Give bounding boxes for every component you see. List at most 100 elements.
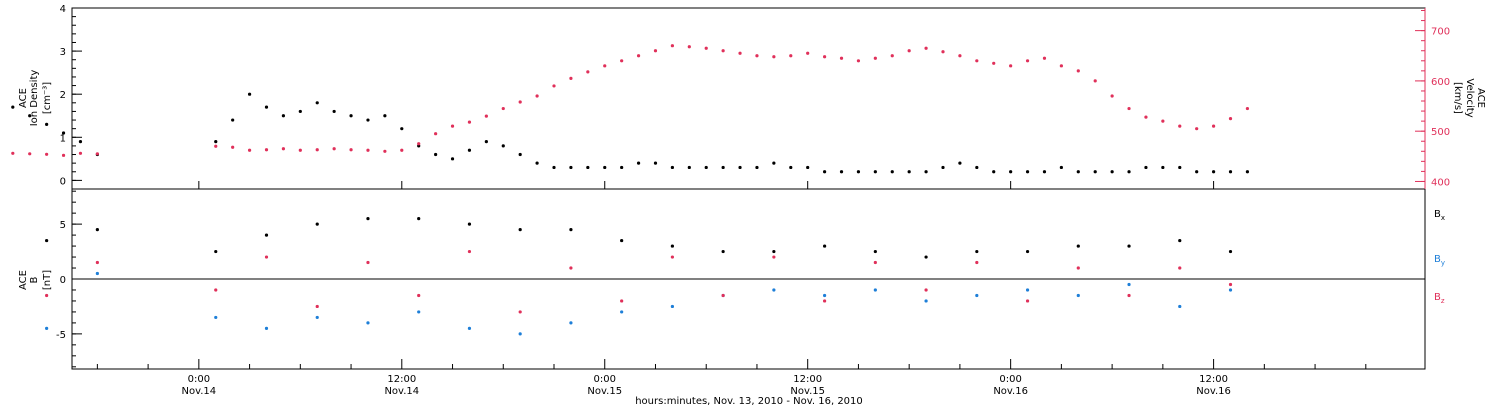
field-point-y: [569, 321, 573, 325]
field-tick-label: 0: [60, 275, 66, 286]
density-point: [332, 109, 336, 114]
legend-bz: Bz: [1434, 292, 1445, 305]
velocity-point: [806, 51, 810, 55]
density-point: [1144, 165, 1148, 170]
velocity-point: [1211, 124, 1216, 128]
velocity-point: [1245, 106, 1250, 111]
density-point: [247, 92, 252, 96]
velocity-point: [839, 56, 844, 60]
density-point: [789, 165, 793, 170]
field-axis-label-1: ACE: [18, 270, 29, 290]
density-point: [484, 139, 488, 144]
density-point: [349, 114, 353, 118]
velocity-point: [467, 120, 472, 124]
field-point-y: [214, 315, 218, 320]
velocity-point: [1059, 64, 1063, 68]
field-point-z: [264, 255, 269, 259]
field-point-z: [214, 288, 218, 292]
velocity-point: [11, 151, 15, 155]
density-point: [670, 165, 674, 170]
field-point-z: [772, 255, 776, 259]
field-point-z: [315, 304, 319, 309]
field-point-x: [873, 249, 877, 254]
field-point-x: [366, 217, 370, 221]
velocity-point: [78, 151, 83, 155]
velocity-point: [400, 148, 404, 152]
field-point-y: [95, 271, 99, 276]
field-point-x: [1076, 244, 1080, 248]
density-point: [281, 114, 286, 118]
field-point-x: [975, 249, 979, 254]
x-tick-day-label: Nov.16: [993, 386, 1028, 397]
field-tick-label: 5: [60, 220, 66, 231]
density-point: [704, 165, 708, 170]
field-point-x: [1178, 238, 1182, 243]
density-point: [839, 170, 844, 174]
field-point-z: [467, 249, 472, 254]
density-point: [298, 109, 302, 114]
velocity-axis-label-2: Velocity: [1464, 78, 1475, 117]
density-point: [1009, 170, 1013, 174]
x-tick-time-label: 0:00: [594, 374, 616, 385]
field-point-z: [569, 266, 573, 270]
field-point-x: [214, 249, 218, 254]
field-point-z: [924, 288, 928, 292]
velocity-tick-label: 700: [1431, 27, 1450, 38]
density-point: [772, 161, 776, 165]
field-point-x: [264, 233, 269, 237]
density-point: [806, 165, 810, 170]
points-layer: [11, 44, 1250, 336]
density-point: [518, 152, 522, 157]
velocity-point: [417, 142, 421, 146]
density-point: [61, 131, 66, 135]
density-point: [501, 144, 505, 148]
density-point: [434, 152, 438, 157]
field-point-z: [873, 260, 877, 265]
velocity-point: [1042, 56, 1047, 60]
velocity-point: [1228, 117, 1233, 121]
velocity-point: [1025, 59, 1030, 63]
field-point-x: [1228, 249, 1233, 254]
legend-bx-base: B: [1434, 209, 1441, 220]
field-point-x: [1025, 249, 1030, 254]
legend-bx-sub: x: [1441, 214, 1445, 222]
density-point: [975, 165, 979, 170]
velocity-point: [670, 44, 674, 48]
density-point: [1245, 170, 1250, 174]
velocity-tick-label: 500: [1431, 127, 1450, 138]
velocity-point: [95, 152, 99, 156]
field-point-z: [518, 310, 522, 314]
velocity-point: [704, 46, 708, 50]
field-point-z: [1178, 266, 1182, 270]
velocity-point: [789, 54, 793, 58]
density-point: [1211, 170, 1216, 174]
velocity-point: [687, 45, 691, 49]
velocity-tick-label: 400: [1431, 177, 1450, 188]
velocity-point: [434, 132, 438, 136]
velocity-point: [636, 54, 641, 58]
velocity-point: [823, 55, 827, 59]
density-point: [231, 118, 235, 122]
velocity-point: [1161, 119, 1165, 123]
field-point-z: [417, 293, 421, 298]
density-point: [11, 105, 15, 109]
legend-by-sub: y: [1441, 259, 1445, 267]
density-point: [823, 170, 827, 174]
field-point-y: [417, 310, 421, 314]
top-panel-frame: [71, 7, 1426, 190]
density-point: [315, 101, 319, 105]
density-point: [1042, 170, 1047, 174]
legend-by-base: B: [1434, 254, 1441, 265]
legend-bx: Bx: [1434, 209, 1445, 222]
density-point: [620, 165, 624, 170]
density-tick-label: 4: [60, 4, 66, 15]
density-point: [45, 122, 49, 126]
velocity-point: [873, 56, 877, 60]
density-point: [941, 165, 945, 170]
velocity-point: [349, 148, 353, 152]
field-point-y: [1025, 288, 1030, 292]
density-point: [1025, 170, 1030, 174]
field-point-y: [620, 310, 624, 314]
x-tick-day-label: Nov.14: [182, 386, 217, 397]
density-point: [873, 170, 877, 174]
